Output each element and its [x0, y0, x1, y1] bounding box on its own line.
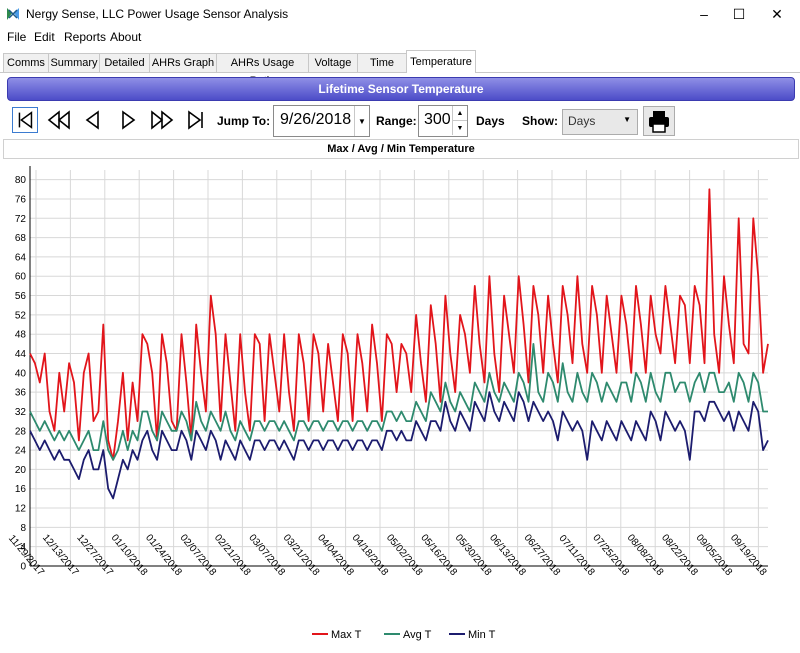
- y-tick-label: 32: [15, 407, 27, 418]
- print-button[interactable]: [643, 106, 675, 136]
- tab-temperature[interactable]: Temperature: [406, 50, 476, 73]
- range-stepper[interactable]: 300 ▲ ▼: [418, 105, 468, 137]
- range-down-icon[interactable]: ▼: [452, 121, 467, 135]
- tab-ahrs-usage-ratio[interactable]: AHRs Usage Ratio: [216, 53, 309, 87]
- y-tick-label: 40: [15, 368, 27, 379]
- show-label: Show:: [522, 114, 558, 128]
- menu-file[interactable]: File: [7, 30, 27, 44]
- avg-temperature-line: [29, 342, 768, 461]
- minimize-button[interactable]: –: [700, 6, 708, 22]
- show-select-value: Days: [568, 114, 596, 128]
- range-unit-label: Days: [476, 114, 505, 128]
- y-tick-label: 12: [15, 504, 27, 515]
- tab-ahrs-graph[interactable]: AHRs Graph: [149, 53, 217, 72]
- section-banner: Lifetime Sensor Temperature: [7, 77, 795, 101]
- app-logo-icon: [7, 8, 19, 20]
- chevron-down-icon: ▼: [623, 115, 631, 124]
- tab-comms[interactable]: Comms: [3, 53, 49, 72]
- y-tick-label: 28: [15, 426, 27, 437]
- tab-time[interactable]: Time: [357, 53, 407, 72]
- last-page-icon[interactable]: [183, 107, 209, 133]
- toolbar: Jump To: 9/26/2018 ▼ Range: 300 ▲ ▼ Days…: [0, 103, 800, 137]
- x-tick-label: 09/19/2018: [728, 533, 769, 579]
- maximize-button[interactable]: ☐: [732, 5, 746, 22]
- legend-label: Min T: [468, 629, 496, 641]
- date-dropdown-icon[interactable]: ▼: [354, 106, 369, 136]
- y-tick-label: 0: [20, 562, 26, 573]
- legend-label: Avg T: [403, 629, 432, 641]
- jump-to-date-picker[interactable]: 9/26/2018 ▼: [273, 105, 370, 137]
- y-tick-label: 20: [15, 465, 27, 476]
- previous-icon[interactable]: [80, 107, 106, 133]
- menu-edit[interactable]: Edit: [34, 30, 55, 44]
- y-tick-label: 72: [15, 214, 27, 225]
- menu-reports[interactable]: Reports: [64, 30, 107, 44]
- y-tick-label: 76: [15, 194, 27, 205]
- window-title: Nergy Sense, LLC Power Usage Sensor Anal…: [26, 7, 289, 21]
- tab-summary[interactable]: Summary: [48, 53, 100, 72]
- tab-voltage[interactable]: Voltage: [308, 53, 358, 72]
- menu-about[interactable]: About: [110, 30, 142, 44]
- chart-title: Max / Avg / Min Temperature: [3, 139, 799, 159]
- tab-detailed[interactable]: Detailed: [99, 53, 150, 72]
- show-select[interactable]: Days ▼: [562, 109, 638, 135]
- chart-series: [29, 188, 769, 500]
- y-tick-label: 68: [15, 233, 27, 244]
- chart-axes: 0481216202428323640444852566064687276801…: [6, 166, 769, 578]
- y-tick-label: 4: [20, 542, 26, 553]
- jump-to-date-value: 9/26/2018: [280, 111, 352, 128]
- jump-to-label: Jump To:: [217, 114, 271, 128]
- chart-legend: Max T Avg T Min T: [312, 629, 496, 641]
- next-icon[interactable]: [115, 107, 141, 133]
- first-page-icon[interactable]: [12, 107, 38, 133]
- tab-bar: Comms Summary Detailed AHRs Graph AHRs U…: [0, 50, 800, 87]
- range-value: 300: [424, 111, 451, 128]
- y-tick-label: 56: [15, 291, 27, 302]
- fast-forward-icon[interactable]: [149, 107, 175, 133]
- fast-rewind-icon[interactable]: [46, 107, 72, 133]
- y-tick-label: 36: [15, 388, 27, 399]
- y-tick-label: 60: [15, 272, 27, 283]
- close-button[interactable]: ✕: [771, 5, 783, 22]
- min-temperature-line: [29, 391, 769, 500]
- max-temperature-line: [29, 188, 769, 461]
- y-tick-label: 48: [15, 330, 27, 341]
- legend-label: Max T: [331, 629, 362, 641]
- title-bar: Nergy Sense, LLC Power Usage Sensor Anal…: [0, 0, 800, 28]
- printer-icon: [649, 111, 669, 133]
- y-tick-label: 52: [15, 310, 27, 321]
- y-tick-label: 44: [15, 349, 27, 360]
- menu-bar: File Edit Reports About: [0, 28, 800, 46]
- y-tick-label: 8: [20, 523, 26, 534]
- y-tick-label: 16: [15, 484, 27, 495]
- range-label: Range:: [376, 114, 417, 128]
- y-tick-label: 64: [15, 252, 27, 263]
- y-tick-label: 24: [15, 446, 27, 457]
- temperature-chart: 0481216202428323640444852566064687276801…: [6, 166, 769, 641]
- range-up-icon[interactable]: ▲: [452, 106, 467, 121]
- y-tick-label: 80: [15, 175, 27, 186]
